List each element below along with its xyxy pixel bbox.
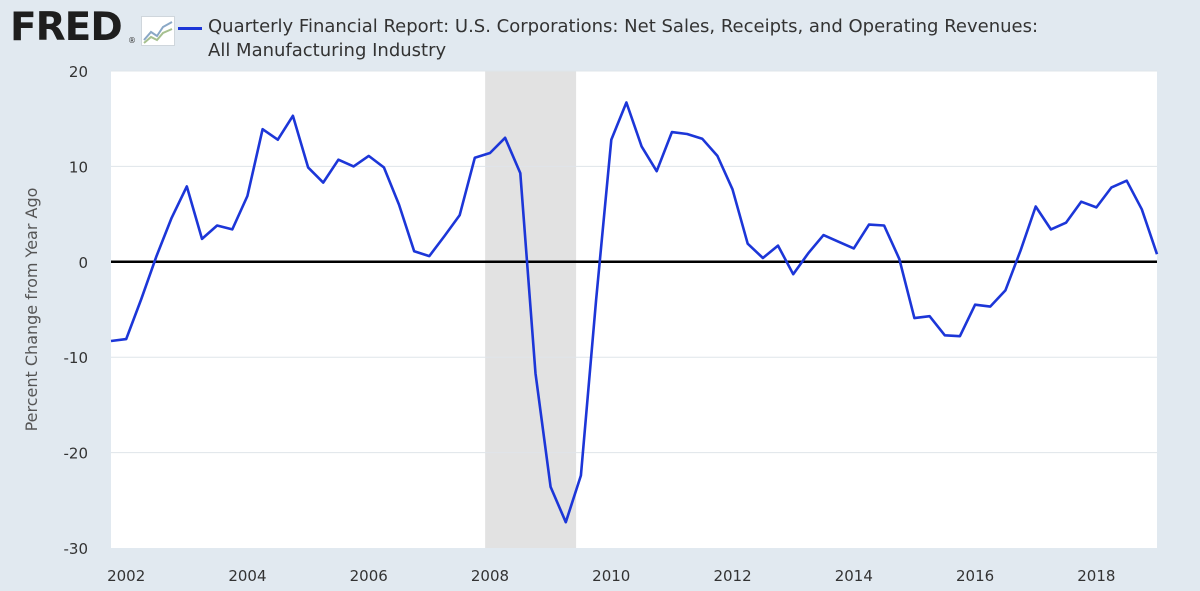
line-graph-icon: [141, 16, 175, 46]
series-line[interactable]: [110, 101, 1159, 524]
y-tick-label: -20: [64, 445, 89, 463]
legend-title-line2: All Manufacturing Industry: [208, 40, 447, 61]
y-tick-label: 20: [69, 63, 88, 81]
x-tick-label: 2008: [471, 567, 509, 585]
legend-swatch: [178, 27, 202, 30]
registered-mark: ®: [128, 36, 136, 45]
plot-area: [111, 71, 1157, 548]
legend-title-line1: Quarterly Financial Report: U.S. Corpora…: [208, 16, 1039, 37]
x-tick-label: 2018: [1077, 567, 1115, 585]
y-tick-label: 10: [69, 158, 88, 176]
x-tick-label: 2010: [592, 567, 630, 585]
y-axis-label: Percent Change from Year Ago: [22, 188, 41, 432]
legend-title[interactable]: Quarterly Financial Report: U.S. Corpora…: [208, 15, 1168, 63]
x-tick-label: 2004: [228, 567, 266, 585]
y-tick-label: -10: [64, 349, 89, 367]
x-tick-label: 2016: [956, 567, 994, 585]
x-tick-label: 2014: [835, 567, 873, 585]
fred-logo-text: FRED: [10, 5, 123, 50]
header: FRED ® Quarterly Financial Report: U.S. …: [0, 0, 1200, 70]
x-tick-label: 2012: [713, 567, 751, 585]
y-tick-label: 0: [78, 254, 88, 272]
x-tick-label: 2006: [350, 567, 388, 585]
x-tick-label: 2002: [107, 567, 145, 585]
y-tick-label: -30: [64, 540, 89, 558]
